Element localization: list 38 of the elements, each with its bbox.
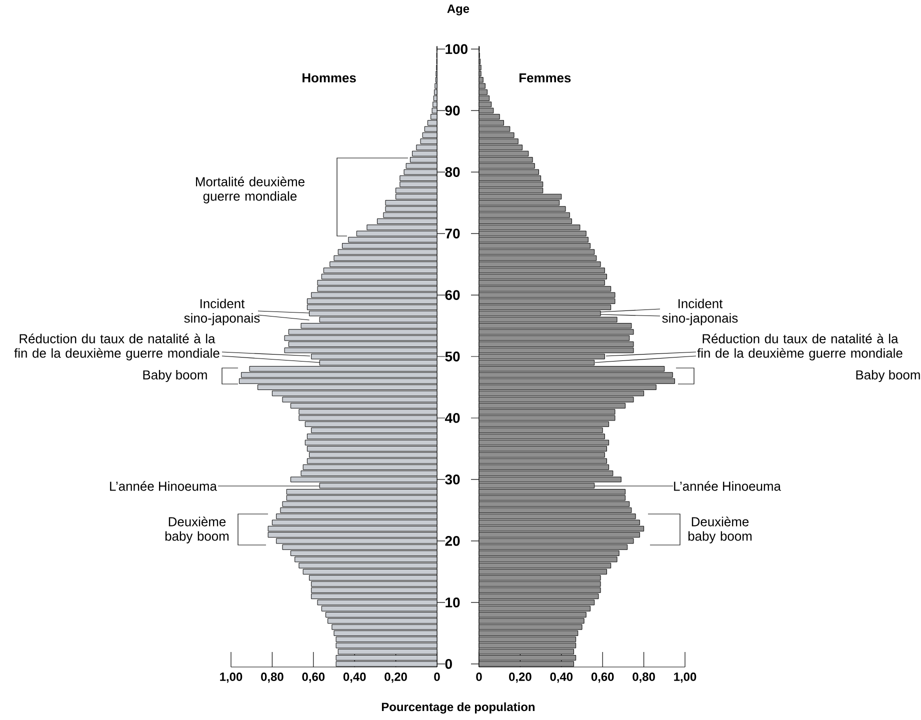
text: Femmes xyxy=(520,73,571,82)
annotation: Incident sino-japonais xyxy=(662,298,738,326)
x-tick-label: 0,20 xyxy=(509,672,532,683)
y-tick-label: 0 xyxy=(445,658,452,669)
text: Deuxième baby boom xyxy=(165,516,229,544)
y-tick-label: 40 xyxy=(444,413,460,423)
annotation: Incident sino-japonais xyxy=(184,298,260,326)
y-tick-label: 50 xyxy=(445,352,460,362)
x-tick-label: 0,20 xyxy=(384,672,407,683)
y-tick-label: 100 xyxy=(446,44,468,54)
x-tick-label: 0,80 xyxy=(261,672,284,683)
text: Réduction du taux de natalité à la fin de la deuxième guerre mondiale xyxy=(14,334,220,360)
x-tick-label: 0,60 xyxy=(302,672,325,683)
y-tick-label: 30 xyxy=(445,474,460,484)
x-tick-label: 0 xyxy=(476,672,482,681)
y-axis-title: Age xyxy=(447,4,470,16)
x-tick-label: 0,80 xyxy=(632,672,655,683)
annotation: Mortalité deuxième guerre mondiale xyxy=(196,176,304,204)
y-tick-label: 70 xyxy=(445,228,460,238)
text: Baby boom xyxy=(856,370,920,382)
annotation: L’année Hinoeuma xyxy=(674,481,781,491)
x-tick-label: 0,40 xyxy=(343,672,366,683)
y-tick-label: 80 xyxy=(445,167,460,177)
text: Réduction du taux de natalité à la fin de la deuxième guerre mondiale xyxy=(697,334,902,360)
y-tick-label: 90 xyxy=(445,106,460,116)
text: Baby boom xyxy=(143,370,207,382)
text: Hommes xyxy=(302,73,356,82)
y-tick-label: 60 xyxy=(445,290,460,300)
y-tick-label: 20 xyxy=(445,536,460,546)
x-tick-label: 1,00 xyxy=(674,672,696,683)
x-tick-label: 0 xyxy=(434,672,440,681)
annotation: L’année Hinoeuma xyxy=(110,481,217,491)
y-tick-label: 10 xyxy=(446,598,460,608)
text: Deuxième baby boom xyxy=(688,516,752,544)
x-axis-title: Pourcentage de population xyxy=(382,702,535,714)
x-tick-label: 0,60 xyxy=(591,672,614,683)
x-tick-label: 1,00 xyxy=(220,672,242,683)
x-tick-label: 0,40 xyxy=(550,672,573,683)
